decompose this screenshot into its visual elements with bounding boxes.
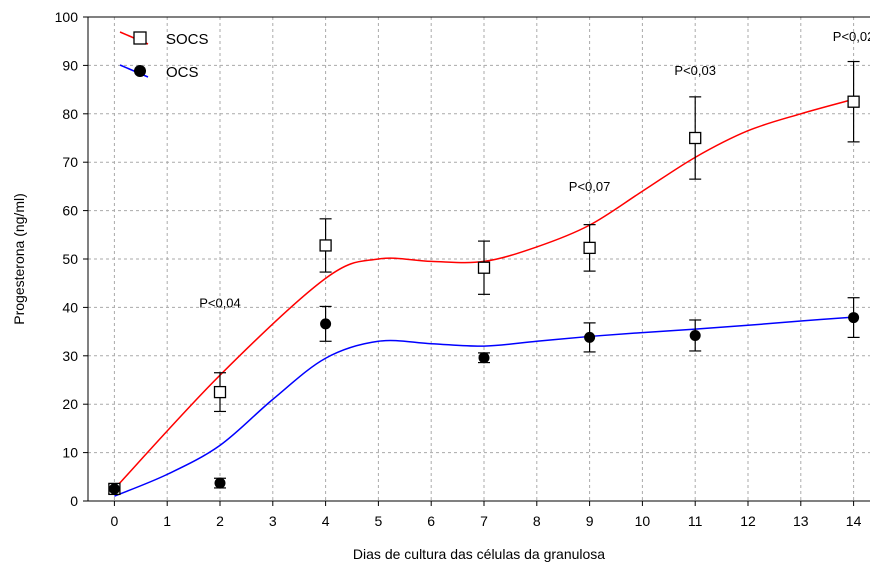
socs-point — [689, 131, 702, 145]
y-axis-label: Progesterona (ng/ml) — [11, 193, 27, 325]
ocs-fit-curve — [114, 316, 854, 497]
y-tick-label: 30 — [62, 348, 78, 364]
y-tick-label: 20 — [62, 396, 78, 412]
x-tick-label: 11 — [688, 513, 703, 529]
ocs-point — [108, 483, 120, 495]
ocs-point — [584, 331, 596, 343]
ocs-point — [689, 329, 701, 341]
ocs-point — [320, 318, 332, 330]
x-tick-label: 4 — [322, 513, 330, 529]
legend-ocs-marker — [134, 65, 146, 77]
ocs-point — [214, 477, 226, 489]
socs-fit-curve — [113, 98, 854, 490]
p-value-annotation: P<0,02 — [833, 29, 870, 44]
axes: 0 1 2 3 4 5 6 7 8 9 10 11 12 13 1401020304050607080901… — [55, 9, 862, 529]
data-points — [108, 95, 860, 496]
legend: SOCS OCS — [119, 31, 209, 81]
legend-ocs-label: OCS — [166, 64, 199, 81]
legend-socs-marker — [133, 31, 147, 45]
x-tick-label: 2 — [216, 513, 224, 529]
x-tick-label: 12 — [740, 513, 756, 529]
x-tick-label: 0 — [111, 513, 119, 529]
y-tick-label: 50 — [62, 251, 78, 267]
socs-point — [319, 239, 332, 252]
socs-point — [213, 385, 227, 399]
x-tick-label: 7 — [480, 513, 488, 529]
error-bars — [108, 60, 860, 495]
x-axis-label: Dias de cultura das células da granulosa — [353, 546, 605, 562]
p-value-annotation: P<0,07 — [569, 179, 611, 194]
p-value-annotation: P<0,04 — [199, 295, 241, 310]
x-tick-label: 1 — [163, 513, 171, 529]
y-tick-label: 60 — [62, 203, 78, 219]
p-value-annotation: P<0,03 — [674, 63, 716, 78]
x-tick-label: 9 — [586, 513, 594, 529]
annotations: P<0,04 P<0,07 P<0,03 P<0,02 — [199, 29, 870, 310]
y-tick-label: 70 — [62, 154, 78, 170]
socs-point — [847, 95, 860, 108]
legend-socs-label: SOCS — [166, 31, 209, 48]
y-tick-label: 90 — [62, 57, 78, 73]
x-tick-label: 13 — [793, 513, 809, 529]
ocs-point — [478, 352, 490, 364]
socs-point — [477, 261, 491, 274]
grid-lines — [88, 16, 870, 502]
x-tick-label: 3 — [269, 513, 277, 529]
y-tick-label: 100 — [55, 9, 79, 25]
fit-curves — [113, 98, 854, 497]
x-tick-label: 8 — [533, 513, 541, 529]
y-tick-label: 40 — [62, 299, 78, 315]
y-tick-label: 0 — [70, 493, 78, 509]
x-tick-label: 10 — [635, 513, 651, 529]
x-tick-label: 5 — [375, 513, 383, 529]
y-tick-label: 80 — [62, 106, 78, 122]
x-tick-label: 6 — [427, 513, 435, 529]
y-tick-label: 10 — [62, 445, 78, 461]
x-tick-label: 14 — [846, 513, 862, 529]
ocs-point — [848, 312, 860, 324]
socs-point — [583, 241, 596, 255]
